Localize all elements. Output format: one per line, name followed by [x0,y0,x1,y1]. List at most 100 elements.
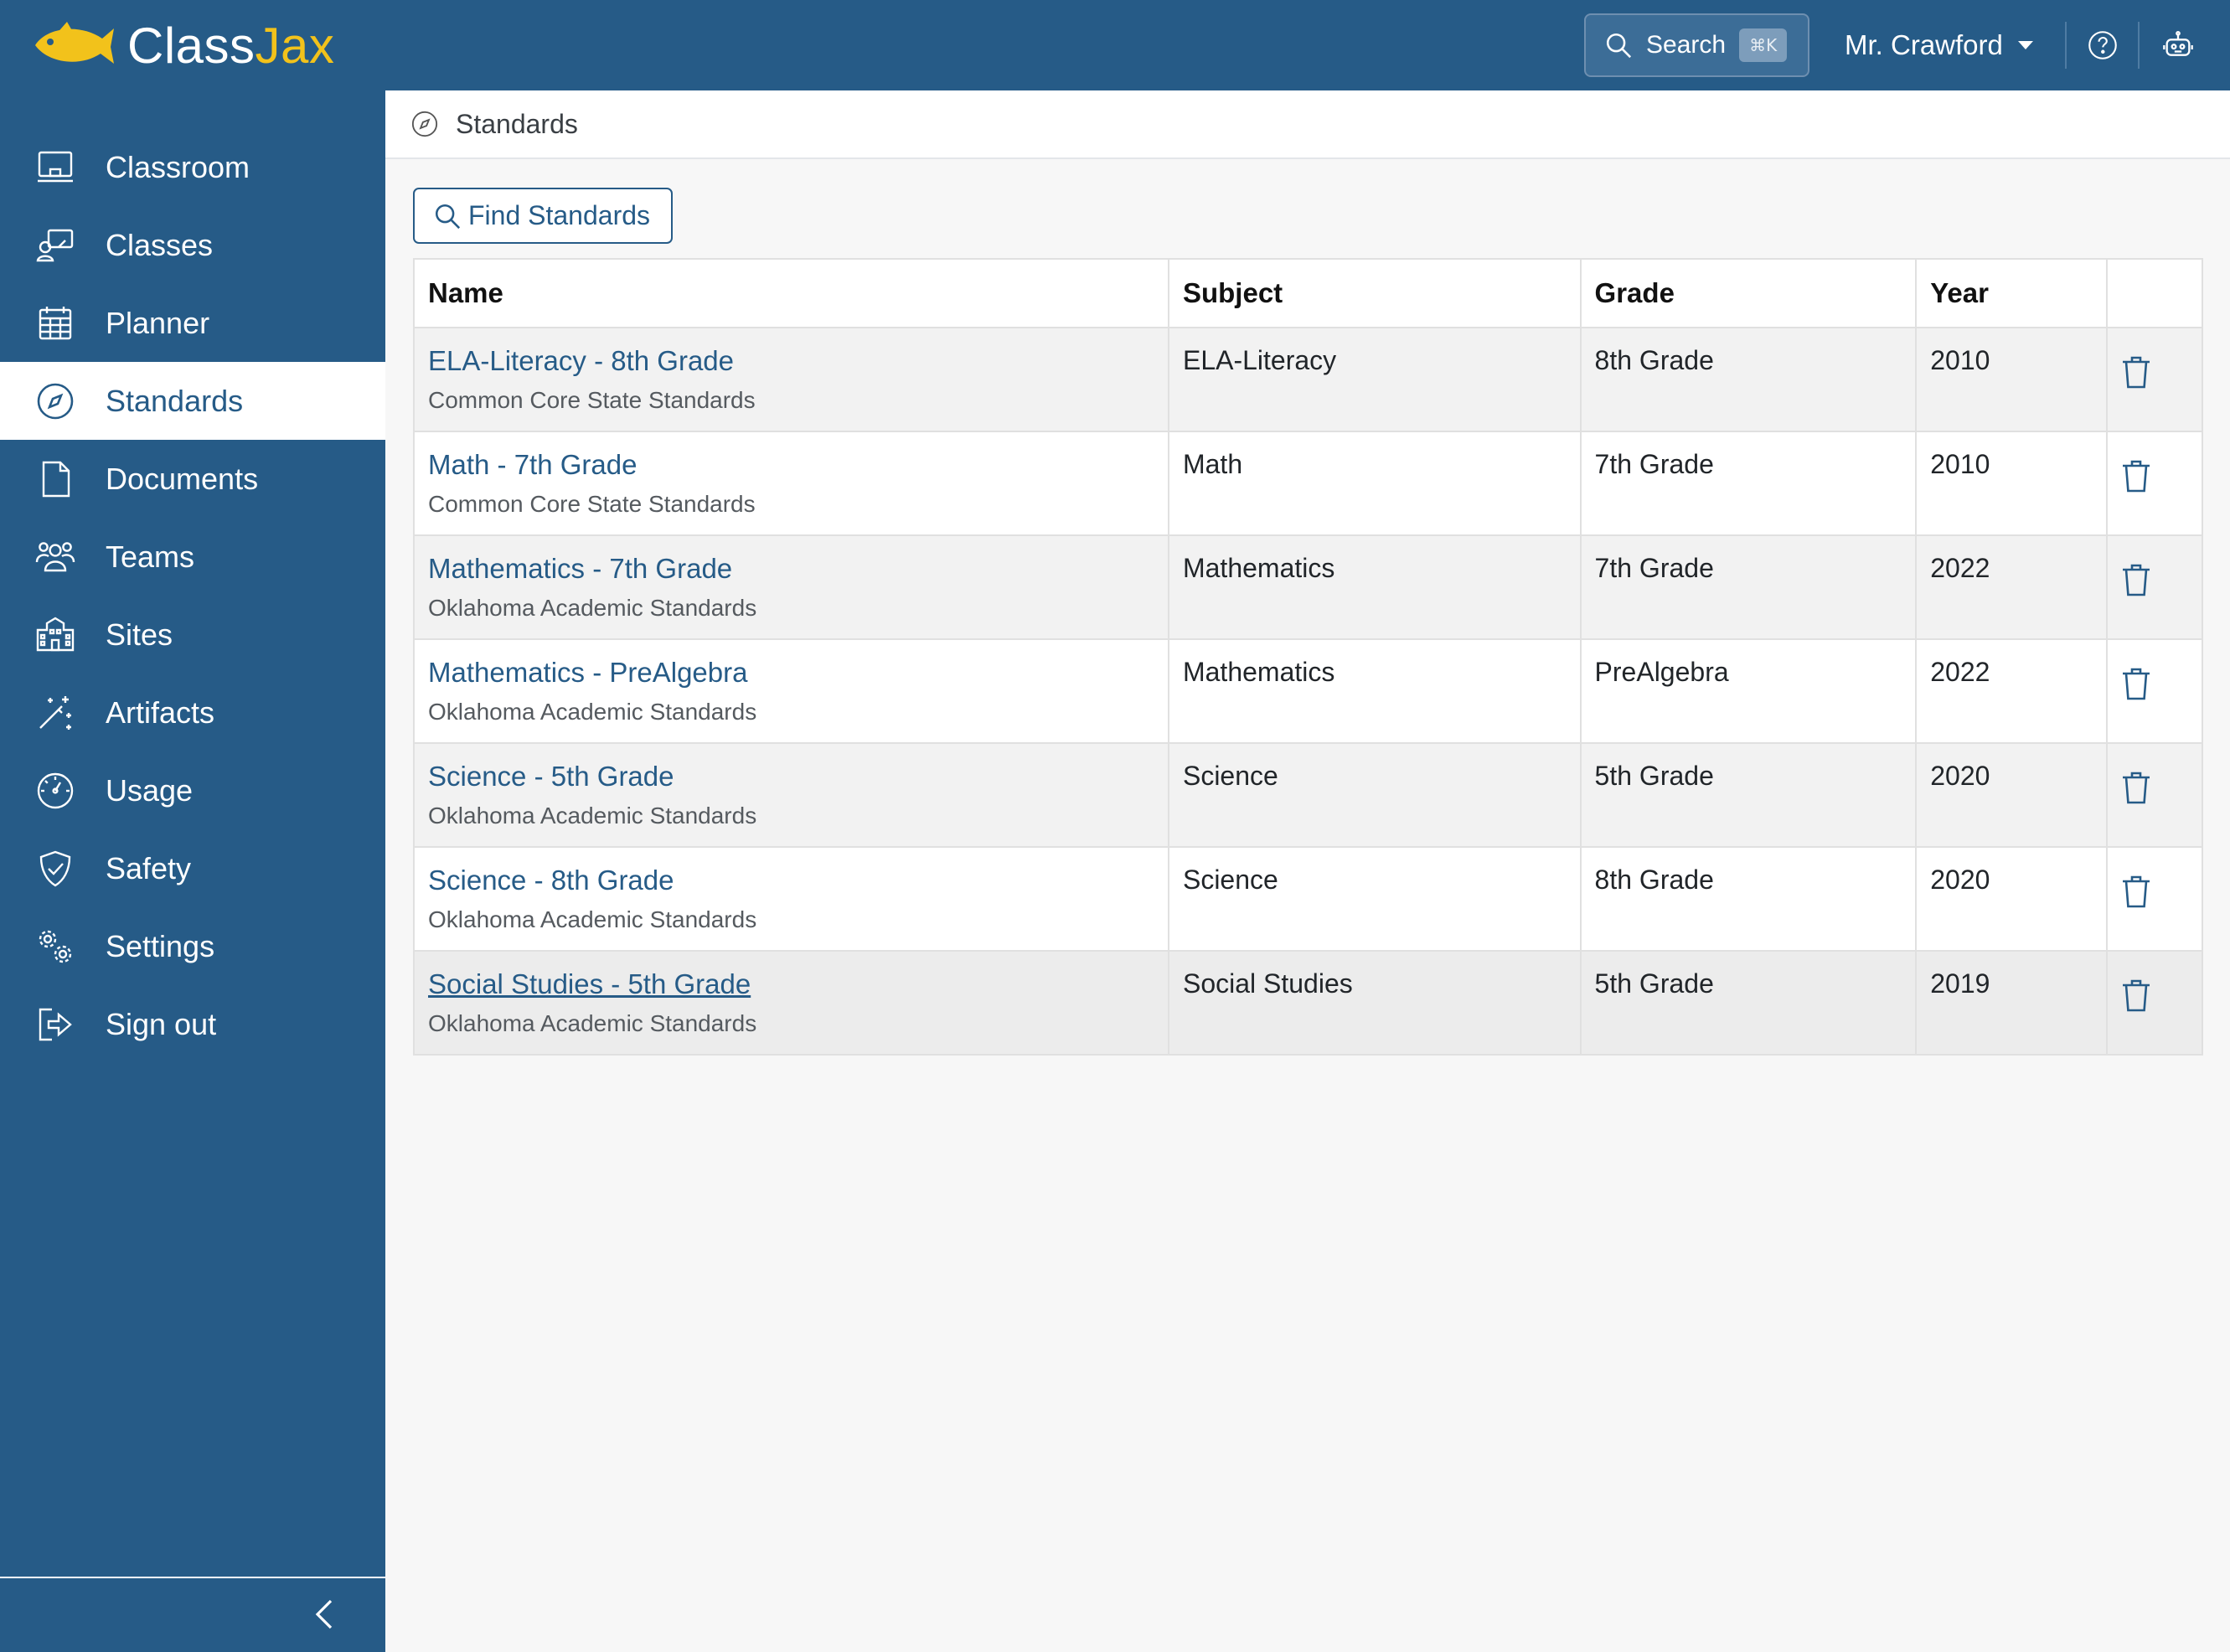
sidebar-item-safety[interactable]: Safety [0,829,385,907]
brand-name: ClassJax [127,17,335,74]
classes-icon [34,224,77,267]
subject-cell: Math [1167,431,1582,536]
subject-cell: Science [1167,742,1582,848]
sidebar-item-artifacts[interactable]: Artifacts [0,674,385,751]
caret-down-icon [2017,41,2033,49]
sidebar-item-teams[interactable]: Teams [0,518,385,596]
table-row: Social Studies - 5th Grade Oklahoma Acad… [413,950,2203,1056]
sidebar-item-planner[interactable]: Planner [0,284,385,362]
grade-cell: PreAlgebra [1579,638,1918,744]
year-cell: 2022 [1915,638,2109,744]
standard-link[interactable]: Social Studies - 5th Grade [428,968,751,999]
search-icon [1606,33,1632,59]
main-content: Standards Find Standards Name Subject Gr… [385,90,2230,1652]
navbar-divider [2065,22,2067,69]
find-standards-button[interactable]: Find Standards [413,188,673,244]
year-cell: 2010 [1915,327,2109,432]
standard-link[interactable]: Mathematics - PreAlgebra [428,657,748,688]
actions-cell [2106,327,2203,432]
actions-cell [2106,638,2203,744]
grade-cell: 7th Grade [1579,534,1918,640]
name-cell: Science - 8th Grade Oklahoma Academic St… [413,846,1169,952]
grade-cell: 8th Grade [1579,327,1918,432]
sidebar-footer [0,1577,385,1652]
grade-cell: 5th Grade [1579,950,1918,1056]
compass-icon [411,111,438,137]
year-cell: 2019 [1915,950,2109,1056]
name-cell: Science - 5th Grade Oklahoma Academic St… [413,742,1169,848]
search-shortcut-badge: ⌘K [1739,28,1788,62]
sidebar-item-sites[interactable]: Sites [0,596,385,674]
name-cell: ELA-Literacy - 8th Grade Common Core Sta… [413,327,1169,432]
standard-link[interactable]: Mathematics - 7th Grade [428,553,733,584]
trash-icon[interactable] [2121,667,2151,700]
grade-cell: 8th Grade [1579,846,1918,952]
trash-icon[interactable] [2121,978,2151,1012]
table-row: Science - 5th Grade Oklahoma Academic St… [413,742,2203,848]
sidebar-item-usage[interactable]: Usage [0,751,385,829]
sidebar-item-label: Sign out [106,1006,217,1041]
trash-icon[interactable] [2121,771,2151,804]
robot-icon[interactable] [2161,28,2195,62]
actions-cell [2106,846,2203,952]
sidebar-item-classes[interactable]: Classes [0,206,385,284]
actions-cell [2106,742,2203,848]
search-icon [435,204,461,229]
navbar-divider [2138,22,2140,69]
column-header-year: Year [1915,258,2109,328]
sidebar-item-documents[interactable]: Documents [0,440,385,518]
column-header-actions [2106,258,2203,328]
collapse-sidebar-button[interactable] [305,1595,343,1634]
grade-cell: 5th Grade [1579,742,1918,848]
trash-icon[interactable] [2121,563,2151,596]
table-row: Mathematics - PreAlgebra Oklahoma Academ… [413,638,2203,744]
help-icon[interactable] [2088,30,2118,60]
planner-icon [34,302,77,345]
table-row: Science - 8th Grade Oklahoma Academic St… [413,846,2203,952]
speedometer-icon [34,769,77,813]
gears-icon [34,925,77,968]
standard-source: Oklahoma Academic Standards [428,595,757,621]
building-icon [34,613,77,657]
trash-icon[interactable] [2121,459,2151,493]
sidebar-item-label: Standards [106,383,244,418]
standard-link[interactable]: Science - 5th Grade [428,761,674,792]
sidebar-item-classroom[interactable]: Classroom [0,128,385,206]
sidebar-item-label: Teams [106,539,195,574]
standard-source: Common Core State Standards [428,387,756,413]
name-cell: Math - 7th Grade Common Core State Stand… [413,431,1169,536]
sidebar-item-label: Classroom [106,149,250,184]
table-row: Math - 7th Grade Common Core State Stand… [413,431,2203,536]
standard-link[interactable]: Math - 7th Grade [428,449,638,480]
magic-wand-icon [34,691,77,735]
find-standards-label: Find Standards [468,200,651,230]
sidebar-item-standards[interactable]: Standards [0,362,385,440]
column-header-subject: Subject [1167,258,1582,328]
standard-link[interactable]: ELA-Literacy - 8th Grade [428,345,734,376]
classroom-icon [34,146,77,189]
sidebar-item-label: Planner [106,305,210,340]
subject-cell: Mathematics [1167,638,1582,744]
column-header-grade: Grade [1579,258,1918,328]
trash-icon[interactable] [2121,355,2151,389]
standard-link[interactable]: Science - 8th Grade [428,865,674,896]
search-label: Search [1646,31,1727,59]
sidebar-item-label: Documents [106,461,259,496]
sidebar-item-settings[interactable]: Settings [0,907,385,985]
standard-source: Oklahoma Academic Standards [428,803,757,829]
sidebar-item-label: Safety [106,850,192,885]
user-menu-dropdown[interactable]: Mr. Crawford [1845,25,2033,65]
subject-cell: Mathematics [1167,534,1582,640]
trash-icon[interactable] [2121,875,2151,908]
standard-source: Oklahoma Academic Standards [428,699,757,725]
standard-source: Oklahoma Academic Standards [428,906,757,932]
user-name: Mr. Crawford [1845,29,2003,60]
brand-logo[interactable]: ClassJax [30,15,334,75]
sidebar-item-sign-out[interactable]: Sign out [0,985,385,1063]
subject-cell: ELA-Literacy [1167,327,1582,432]
search-button[interactable]: Search ⌘K [1584,13,1809,77]
top-navbar: ClassJax Search ⌘K Mr. Crawford [0,0,2230,90]
year-cell: 2022 [1915,534,2109,640]
subject-cell: Science [1167,846,1582,952]
sidebar-item-label: Classes [106,227,214,262]
